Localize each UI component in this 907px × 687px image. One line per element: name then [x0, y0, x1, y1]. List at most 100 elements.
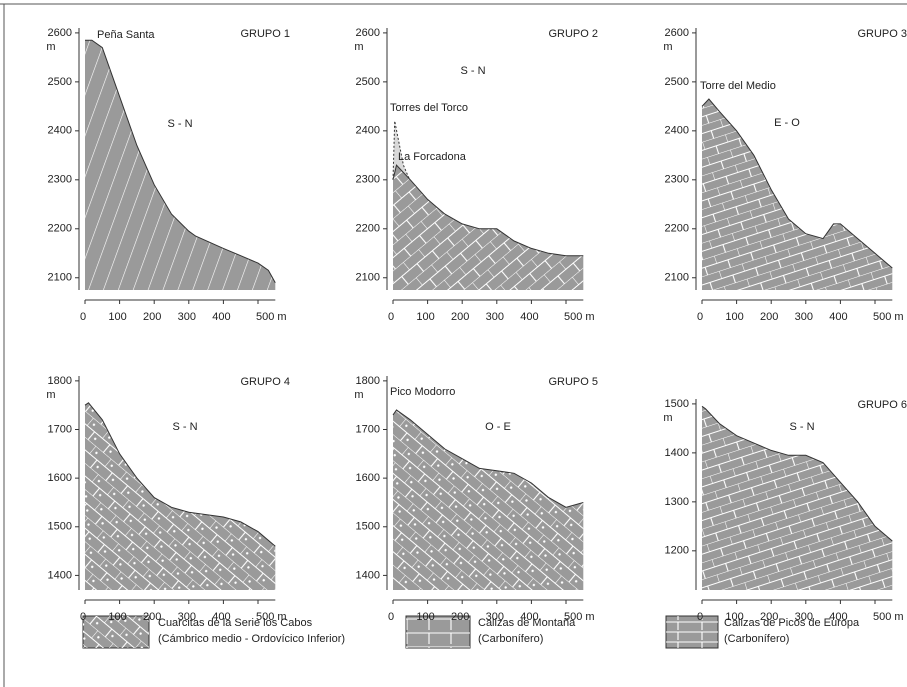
y-tick-label: 2600 [48, 27, 72, 39]
x-tick-label: 100 [108, 311, 126, 323]
y-tick-label: 2600 [356, 27, 380, 39]
chart-title: GRUPO 4 [240, 376, 290, 388]
x-tick-label: 200 [143, 611, 161, 623]
legend-label: (Cámbrico medio - Ordovícico Inferior) [158, 633, 345, 645]
y-tick-label: 1400 [48, 569, 72, 581]
y-tick-label: 2100 [48, 272, 72, 284]
direction-label: S - N [460, 65, 485, 77]
annotation: Torres del Torco [390, 102, 468, 114]
profile-outline [85, 39, 276, 283]
x-tick-label: 200 [760, 311, 778, 323]
legend-swatch-pattern [406, 616, 470, 648]
y-unit: m [663, 412, 672, 424]
chart-title: GRUPO 2 [548, 28, 598, 40]
y-tick-label: 1500 [48, 521, 72, 533]
y-tick-label: 2300 [48, 174, 72, 186]
x-tick-label: 0 [80, 611, 86, 623]
legend-label: (Carbonífero) [724, 633, 789, 645]
direction-label: S - N [167, 118, 192, 130]
x-tick-label: 300 [795, 611, 813, 623]
direction-label: O - E [485, 421, 511, 433]
y-tick-label: 1800 [356, 375, 380, 387]
x-tick-label: 400 [212, 611, 230, 623]
pattern-overlay [393, 410, 584, 590]
x-tick-label: 0 [697, 311, 703, 323]
y-tick-label: 1600 [356, 472, 380, 484]
y-unit: m [663, 41, 672, 53]
y-tick-label: 2500 [48, 76, 72, 88]
y-tick-label: 2200 [356, 223, 380, 235]
profile-outline [84, 402, 276, 547]
profile-outline [701, 98, 893, 269]
x-tick-label: 100 [725, 611, 743, 623]
profile-chart: 1400 1500 1600 1700 1800 m 0 100 200 300 400 500 m G… [354, 375, 598, 623]
x-tick-label: 200 [451, 611, 469, 623]
x-tick-label: 400 [829, 311, 847, 323]
x-tick-label: 400 [520, 611, 538, 623]
x-tick-label: 300 [795, 311, 813, 323]
annotation: Peña Santa [97, 29, 155, 41]
x-tick-label: 0 [388, 311, 394, 323]
x-tick-label: 500 m [564, 611, 595, 623]
y-tick-label: 2500 [356, 76, 380, 88]
profile-outline [392, 164, 584, 257]
profile-chart: 1400 1500 1600 1700 1800 m 0 100 200 300 400 500 m G… [46, 375, 290, 623]
y-tick-label: 2400 [356, 125, 380, 137]
y-tick-label: 1700 [48, 423, 72, 435]
pattern-overlay [85, 40, 276, 291]
legend-label: Calizas de Picos de Europa [724, 617, 860, 629]
x-tick-label: 500 m [564, 311, 595, 323]
y-tick-label: 1200 [665, 545, 689, 557]
y-tick-label: 1600 [48, 472, 72, 484]
direction-label: S - N [172, 421, 197, 433]
profile-chart: 2100 2200 2300 2400 2500 2600 m 0 100 200 300 400 50… [46, 27, 290, 323]
y-tick-label: 2500 [665, 76, 689, 88]
x-tick-label: 200 [143, 311, 161, 323]
y-tick-label: 2300 [356, 174, 380, 186]
y-tick-label: 1400 [665, 447, 689, 459]
x-tick-label: 300 [178, 611, 196, 623]
x-tick-label: 400 [829, 611, 847, 623]
annotation: La Forcadona [398, 151, 467, 163]
x-tick-label: 100 [416, 311, 434, 323]
y-tick-label: 1800 [48, 375, 72, 387]
direction-label: E - O [774, 117, 800, 129]
x-tick-label: 500 m [873, 611, 904, 623]
y-tick-label: 2300 [665, 174, 689, 186]
x-tick-label: 100 [725, 311, 743, 323]
x-tick-label: 300 [486, 611, 504, 623]
x-tick-label: 100 [416, 611, 434, 623]
y-tick-label: 1500 [665, 398, 689, 410]
pattern-overlay [393, 165, 584, 290]
y-unit: m [354, 41, 363, 53]
y-unit: m [46, 389, 55, 401]
chart-title: GRUPO 6 [857, 399, 907, 411]
y-tick-label: 2600 [665, 27, 689, 39]
y-tick-label: 1500 [356, 521, 380, 533]
x-tick-label: 0 [80, 311, 86, 323]
x-tick-label: 200 [760, 611, 778, 623]
pattern-overlay [702, 99, 893, 290]
x-tick-label: 300 [486, 311, 504, 323]
annotation: Torre del Medio [700, 80, 776, 92]
x-tick-label: 400 [520, 311, 538, 323]
y-unit: m [354, 389, 363, 401]
y-unit: m [46, 41, 55, 53]
legend-label: Calizas de Montaña [478, 617, 576, 629]
y-tick-label: 2200 [665, 223, 689, 235]
profile-chart: 2100 2200 2300 2400 2500 2600 m 0 100 200 300 400 50… [663, 27, 907, 323]
y-tick-label: 2400 [48, 125, 72, 137]
x-tick-label: 400 [212, 311, 230, 323]
pattern-overlay [702, 406, 893, 590]
x-tick-label: 300 [178, 311, 196, 323]
legend-swatch-pattern [666, 616, 718, 648]
y-tick-label: 2200 [48, 223, 72, 235]
legend-swatch-pattern [83, 616, 149, 648]
profile-chart: 2100 2200 2300 2400 2500 2600 m 0 100 200 300 400 50… [354, 27, 598, 323]
profile-chart: 1200 1300 1400 1500 m 0 100 200 300 400 500 m GRUPO… [663, 398, 907, 623]
x-tick-label: 500 m [256, 311, 287, 323]
y-tick-label: 2100 [356, 272, 380, 284]
annotation: Pico Modorro [390, 386, 455, 398]
x-tick-label: 200 [451, 311, 469, 323]
